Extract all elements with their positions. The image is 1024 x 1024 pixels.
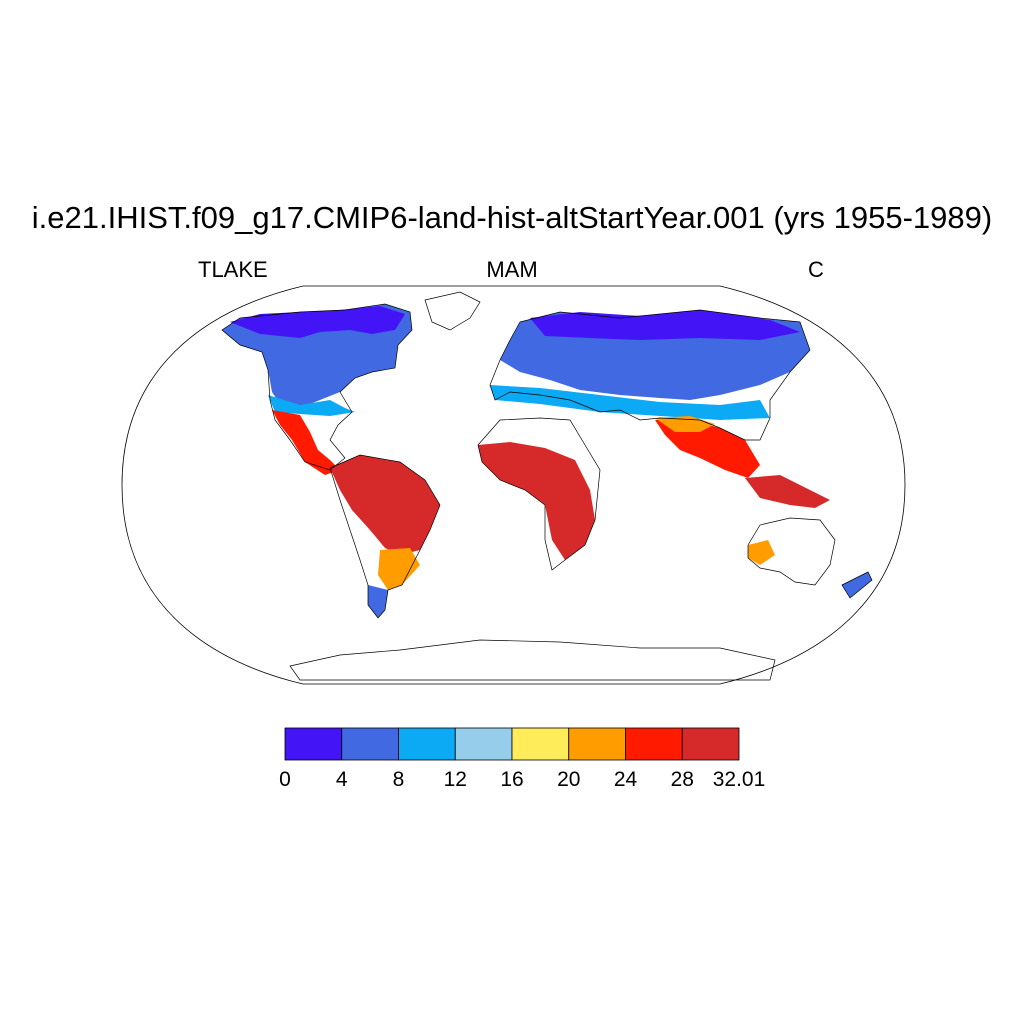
colorbar-tick-label: 8 bbox=[392, 768, 405, 791]
colorbar-tick-label: 4 bbox=[335, 768, 348, 791]
region-canada-arctic bbox=[230, 306, 405, 338]
coast-australia bbox=[747, 517, 836, 586]
region-patagonia bbox=[368, 585, 388, 618]
coast-africa bbox=[477, 417, 601, 571]
colorbar-swatch-4 bbox=[511, 727, 570, 761]
colorbar-swatch-1 bbox=[341, 727, 399, 761]
region-south-america-warm bbox=[330, 455, 440, 555]
colorbar-tick-label: 12 bbox=[443, 768, 467, 791]
region-south-america-south bbox=[378, 548, 420, 590]
colorbar-swatch-3 bbox=[454, 727, 513, 761]
colorbar-tick-label: 16 bbox=[500, 768, 524, 791]
region-africa-warm bbox=[478, 442, 595, 560]
region-us-midlatitude bbox=[268, 395, 355, 416]
coast-new-zealand bbox=[841, 571, 873, 599]
region-asia-mid bbox=[490, 385, 770, 420]
plot-title: i.e21.IHIST.f09_g17.CMIP6-land-hist-altS… bbox=[31, 200, 993, 235]
coast-eurasia bbox=[489, 309, 811, 441]
colorbar-tick-label: 32.01 bbox=[712, 768, 766, 791]
coastlines bbox=[221, 291, 873, 681]
coast-antarctica bbox=[289, 639, 776, 681]
coast-south-america bbox=[329, 454, 441, 619]
region-new-zealand bbox=[842, 572, 872, 598]
units-label: C bbox=[808, 257, 824, 282]
colorbar-swatch-5 bbox=[568, 727, 626, 761]
colorbar-swatch-6 bbox=[625, 727, 683, 761]
colorbar-tick-label: 0 bbox=[279, 768, 291, 791]
colorbar-swatch-0 bbox=[284, 727, 343, 761]
region-australia bbox=[748, 540, 775, 565]
colorbar-tick-label: 20 bbox=[557, 768, 581, 791]
variable-label: TLAKE bbox=[198, 257, 268, 282]
colorbar bbox=[284, 727, 740, 761]
colorbar-swatch-2 bbox=[398, 727, 456, 761]
colorbar-tick-label: 24 bbox=[613, 768, 638, 791]
season-label: MAM bbox=[486, 257, 538, 282]
region-mexico-warm bbox=[272, 410, 340, 475]
coast-greenland bbox=[424, 291, 481, 331]
region-maritime-asia bbox=[745, 475, 830, 508]
region-south-asia-warm bbox=[655, 420, 760, 478]
coast-north-america bbox=[221, 303, 413, 471]
colorbar-tick-label: 28 bbox=[670, 768, 694, 791]
lake-temperature-field bbox=[222, 304, 872, 618]
colorbar-swatch-7 bbox=[681, 727, 740, 761]
region-siberia-coldest bbox=[530, 310, 800, 340]
